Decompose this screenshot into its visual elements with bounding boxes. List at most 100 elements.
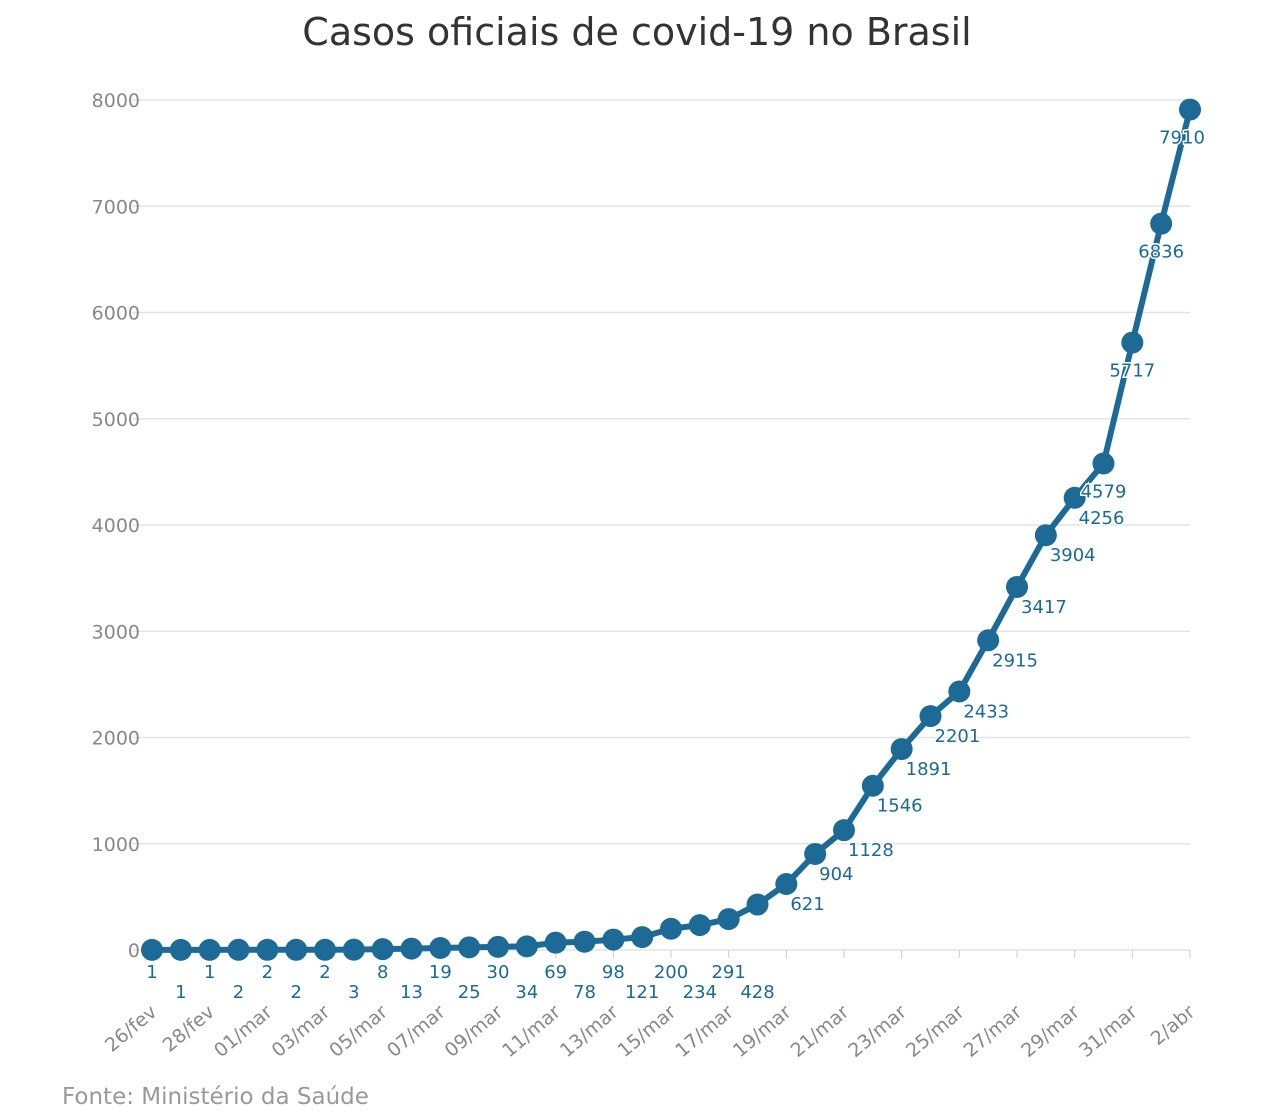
x-tick-label: 26/fev <box>101 1001 161 1057</box>
data-point <box>631 926 654 949</box>
data-point <box>660 917 682 940</box>
data-label: 1128 <box>848 840 894 861</box>
x-tick-label: 17/mar <box>671 1001 738 1062</box>
x-tick-label: 11/mar <box>498 1001 565 1062</box>
data-point <box>227 938 250 961</box>
data-point <box>256 938 279 961</box>
x-tick-label: 31/mar <box>1075 1001 1142 1062</box>
x-tick-label: 23/mar <box>844 1001 911 1062</box>
data-label: 234 <box>683 982 717 1003</box>
x-tick-label: 28/fev <box>159 1001 219 1057</box>
data-point <box>890 738 913 761</box>
data-label: 19 <box>429 962 452 983</box>
data-label: 6836 <box>1138 242 1184 263</box>
data-label: 1891 <box>906 759 952 780</box>
data-point <box>429 936 452 959</box>
data-point <box>285 938 308 961</box>
data-label: 3417 <box>1021 597 1067 618</box>
data-point <box>198 938 221 961</box>
data-label: 1 <box>175 982 186 1003</box>
data-point <box>1092 452 1115 475</box>
data-label: 904 <box>819 864 853 885</box>
x-tick-label: 05/mar <box>325 1001 392 1062</box>
data-label: 2 <box>290 982 301 1003</box>
x-tick-label: 01/mar <box>210 1001 277 1062</box>
data-point <box>1063 486 1086 509</box>
data-label: 30 <box>487 962 510 983</box>
x-tick-label: 19/mar <box>729 1001 796 1062</box>
data-point <box>833 819 855 842</box>
data-point <box>746 893 769 916</box>
data-point <box>717 908 740 931</box>
data-label: 200 <box>654 962 688 983</box>
data-label: 1 <box>146 962 157 983</box>
x-tick-label: 27/mar <box>960 1001 1027 1062</box>
data-label: 2201 <box>935 726 981 747</box>
source-note: Fonte: Ministério da Saúde <box>62 1084 369 1110</box>
data-point <box>487 935 509 958</box>
data-label: 2433 <box>963 701 1009 722</box>
y-tick-label: 7000 <box>92 196 140 218</box>
data-label: 8 <box>377 962 388 983</box>
chart-title: Casos oficiais de covid-19 no Brasil <box>302 10 972 54</box>
data-label: 2 <box>262 962 273 983</box>
data-label: 3 <box>348 982 359 1003</box>
x-tick-label: 03/mar <box>268 1001 335 1062</box>
data-point <box>948 680 971 703</box>
data-point <box>342 938 365 961</box>
y-tick-label: 4000 <box>92 515 140 537</box>
data-label: 69 <box>544 962 567 983</box>
data-label: 2 <box>233 982 244 1003</box>
data-label: 1 <box>204 962 215 983</box>
data-point <box>458 936 481 959</box>
x-tick-label: 13/mar <box>556 1001 623 1062</box>
data-point <box>141 938 163 961</box>
data-label: 2 <box>319 962 330 983</box>
data-label: 13 <box>400 982 423 1003</box>
data-label: 5717 <box>1109 361 1155 382</box>
y-tick-label: 0 <box>128 940 140 962</box>
data-point <box>515 935 538 958</box>
data-point <box>602 928 625 951</box>
data-point <box>688 914 711 937</box>
y-tick-label: 6000 <box>92 303 140 325</box>
data-label: 98 <box>602 962 625 983</box>
data-point <box>400 937 423 960</box>
y-tick-label: 5000 <box>92 409 140 431</box>
series-line <box>152 108 1193 953</box>
data-point <box>919 705 942 728</box>
data-label: 78 <box>573 982 596 1003</box>
data-point <box>1121 331 1144 354</box>
data-label: 7910 <box>1159 128 1205 149</box>
data-label: 621 <box>790 894 824 915</box>
y-tick-label: 2000 <box>92 728 140 750</box>
y-tick-label: 1000 <box>92 834 140 856</box>
data-point <box>1034 524 1057 547</box>
y-tick-label: 8000 <box>92 90 140 112</box>
data-label: 4579 <box>1081 481 1127 502</box>
x-tick-label: 29/mar <box>1017 1001 1084 1062</box>
y-tick-label: 3000 <box>92 621 140 643</box>
data-point <box>371 938 394 961</box>
x-tick-label: 2/abr <box>1147 1001 1200 1050</box>
data-point <box>169 938 192 961</box>
x-tick-label: 09/mar <box>441 1001 508 1062</box>
x-tick-label: 15/mar <box>614 1001 681 1062</box>
data-label: 121 <box>625 982 659 1003</box>
data-point <box>314 938 336 961</box>
data-point <box>977 629 1000 652</box>
data-point <box>775 873 798 896</box>
data-label: 1546 <box>877 796 923 817</box>
data-point <box>1179 98 1201 121</box>
data-point <box>804 842 827 865</box>
data-label: 3904 <box>1050 545 1096 566</box>
data-label: 428 <box>740 982 774 1003</box>
data-point <box>573 930 596 953</box>
data-point <box>1006 575 1028 598</box>
x-tick-label: 07/mar <box>383 1001 450 1062</box>
data-label: 34 <box>515 982 538 1003</box>
data-point <box>544 931 567 954</box>
x-tick-label: 25/mar <box>902 1001 969 1062</box>
data-label: 291 <box>711 962 745 983</box>
